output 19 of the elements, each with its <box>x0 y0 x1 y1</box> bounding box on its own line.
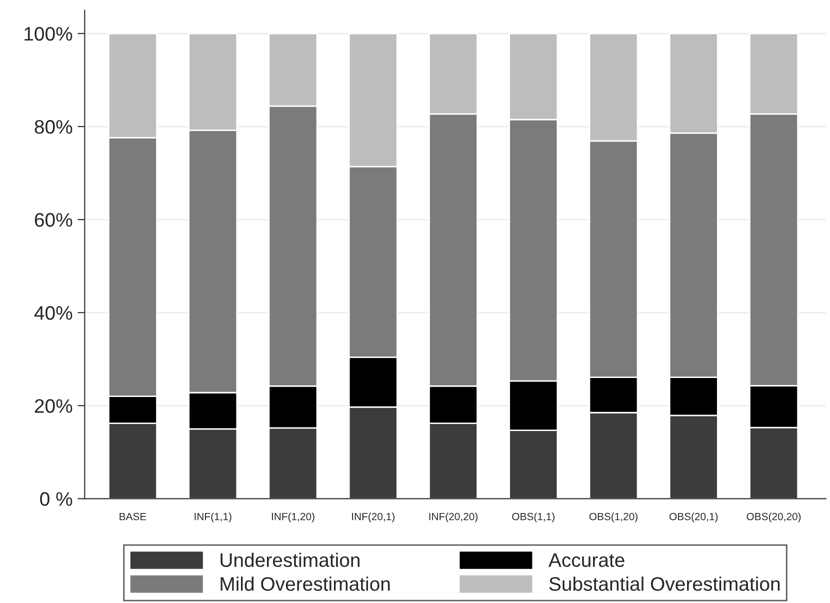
legend-label: Accurate <box>548 553 624 568</box>
x-tick-label: BASE <box>120 512 146 520</box>
legend-label: Mild Overestimation <box>220 576 390 591</box>
y-tick-label: 60% <box>34 213 72 227</box>
y-tick-label: 20% <box>34 399 72 413</box>
y-tick-label: 40% <box>34 306 72 320</box>
x-tick-label: INF(20,1) <box>352 512 394 522</box>
x-tick-label: OBS(1,1) <box>512 512 554 522</box>
x-tick-label: OBS(20,1) <box>670 512 718 522</box>
y-tick-label: 0 % <box>40 492 72 506</box>
legend-label: Substantial Overestimation <box>549 576 780 591</box>
x-tick-label: INF(1,20) <box>272 512 314 522</box>
legend-label: Underestimation <box>220 552 360 568</box>
x-tick-label: OBS(20,20) <box>746 512 801 522</box>
x-tick-label: INF(1,1) <box>194 512 232 522</box>
y-tick-label: 80% <box>34 120 72 134</box>
y-tick-label: 100% <box>24 26 72 41</box>
x-tick-label: OBS(1,20) <box>589 512 638 522</box>
x-tick-label: INF(20,20) <box>429 512 478 522</box>
